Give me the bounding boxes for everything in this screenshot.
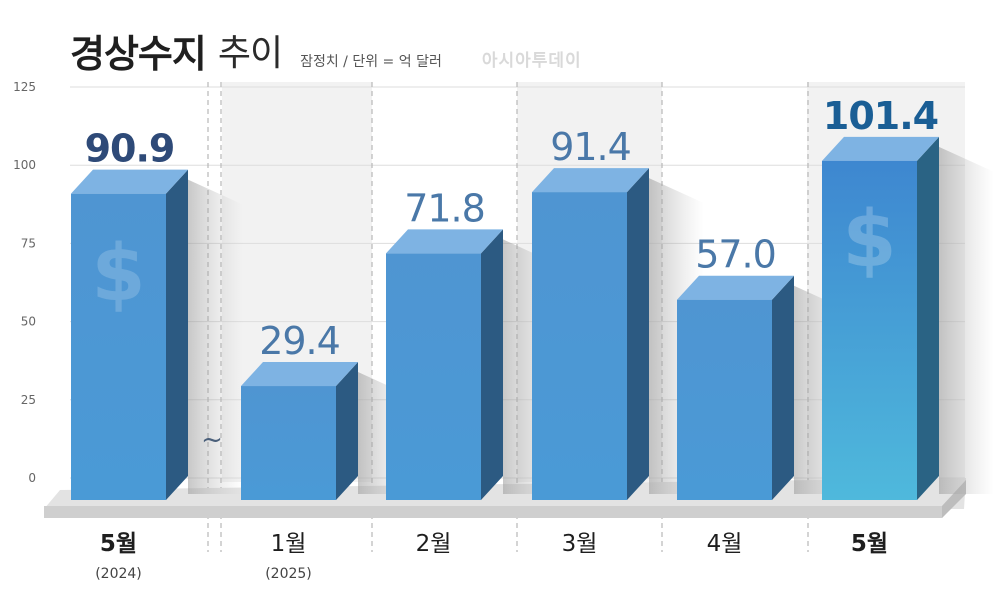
y-tick-label: 75 [21, 236, 36, 250]
value-label: 91.4 [550, 125, 631, 169]
value-label: 90.9 [85, 127, 175, 171]
bar-side [772, 275, 794, 500]
dollar-icon: $ [842, 195, 896, 285]
unit-note: 잠정치 / 단위 = 억 달러 [300, 54, 442, 70]
x-tick-label: 4월 [707, 531, 743, 557]
bar-side [481, 229, 503, 500]
x-tick-sublabel: (2025) [265, 566, 312, 582]
floor-front [44, 506, 942, 518]
x-tick-label: 1월 [271, 531, 307, 557]
bar-group [822, 136, 994, 500]
x-tick-sublabel: (2024) [95, 566, 142, 582]
x-tick-label: 5월 [100, 531, 137, 557]
dollar-icon: $ [91, 229, 145, 319]
bar-top [71, 169, 188, 194]
bar-group [71, 169, 243, 500]
bar-top [532, 168, 649, 193]
bar-shadow [188, 179, 243, 494]
bar-side [336, 362, 358, 500]
axis-break-marker: ~ [201, 425, 223, 455]
title-main: 경상수지 [70, 32, 207, 76]
value-label: 101.4 [823, 94, 938, 138]
y-tick-label: 100 [13, 158, 36, 172]
y-tick-label: 50 [21, 315, 36, 329]
y-tick-label: 125 [13, 80, 36, 94]
value-label: 29.4 [259, 319, 340, 363]
chart-title: 경상수지 추이 잠정치 / 단위 = 억 달러 아시아투데이 [70, 26, 582, 76]
bar-side [166, 169, 188, 500]
bar-shadow [939, 146, 994, 494]
bar-top [677, 275, 794, 300]
bar-side [627, 168, 649, 500]
value-label: 71.8 [404, 186, 485, 230]
title-suffix: 추이 [217, 33, 283, 74]
brand-watermark: 아시아투데이 [481, 51, 582, 71]
bar-top [822, 136, 939, 161]
bar-top [241, 362, 358, 387]
value-label: 57.0 [695, 233, 776, 277]
bar [532, 192, 627, 500]
bar [677, 299, 772, 500]
y-tick-label: 0 [28, 471, 36, 485]
x-tick-label: 2월 [416, 531, 452, 557]
bar [241, 386, 336, 500]
bar [386, 253, 481, 500]
bar [822, 160, 917, 500]
x-tick-label: 3월 [562, 531, 598, 557]
bar-side [917, 136, 939, 500]
bar [71, 193, 166, 500]
x-tick-label: 5월 [851, 531, 888, 557]
bar-top [386, 229, 503, 254]
y-tick-label: 25 [21, 393, 36, 407]
